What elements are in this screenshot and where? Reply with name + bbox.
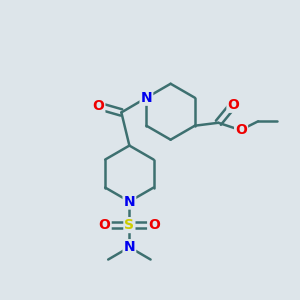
Text: O: O	[148, 218, 160, 232]
Text: O: O	[99, 218, 111, 232]
Text: N: N	[124, 194, 135, 208]
Text: O: O	[92, 99, 104, 113]
Text: N: N	[141, 91, 152, 105]
Text: O: O	[227, 98, 239, 112]
Text: O: O	[235, 123, 247, 137]
Text: S: S	[124, 218, 134, 232]
Text: N: N	[124, 240, 135, 254]
